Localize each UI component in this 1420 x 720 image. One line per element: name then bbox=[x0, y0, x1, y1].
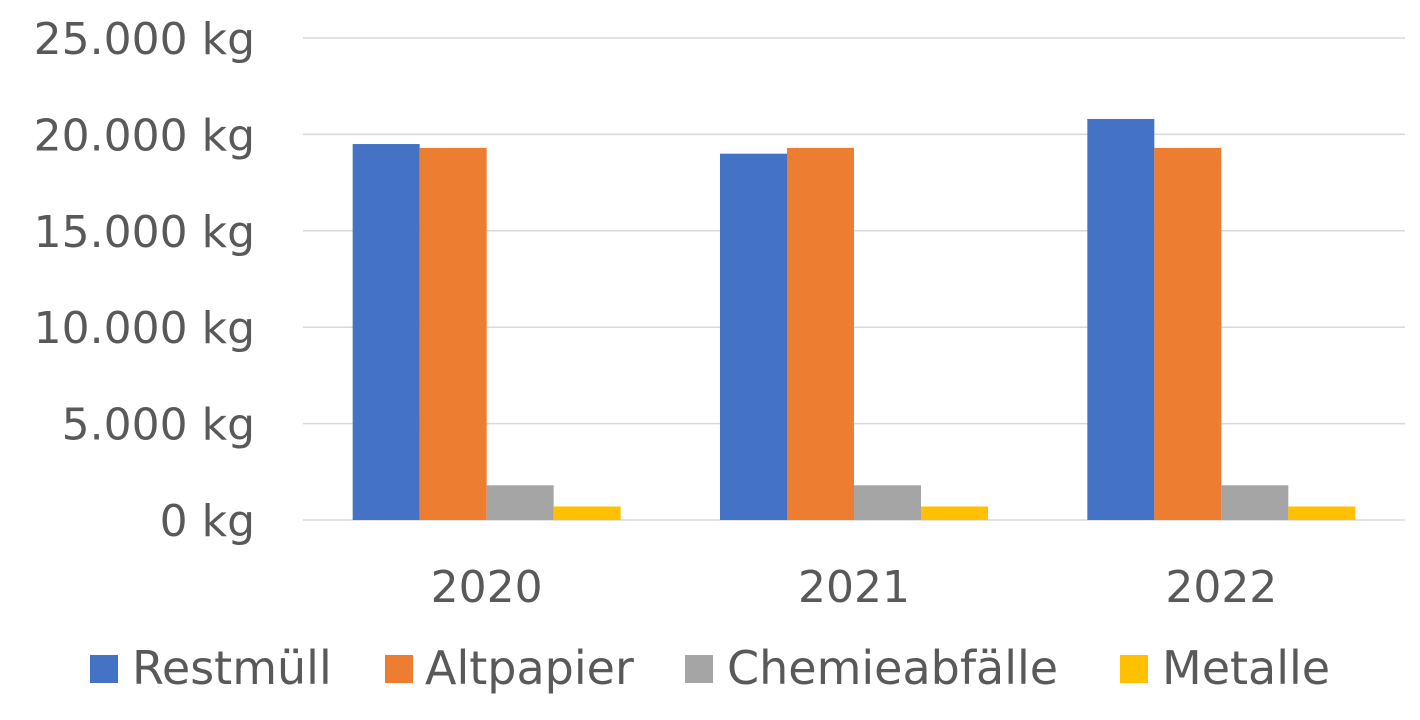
bar bbox=[1087, 118, 1155, 520]
bar bbox=[1221, 485, 1289, 520]
bar bbox=[1154, 147, 1222, 520]
x-axis: 2020 2021 2022 bbox=[431, 562, 1278, 613]
legend-swatch bbox=[385, 655, 413, 683]
bar bbox=[419, 147, 487, 520]
bar bbox=[787, 147, 854, 520]
x-tick-label: 2021 bbox=[798, 562, 910, 613]
y-tick-label: 5.000 kg bbox=[62, 400, 255, 451]
x-tick-label: 2022 bbox=[1165, 562, 1277, 613]
legend-swatch bbox=[90, 655, 118, 683]
legend-swatch bbox=[1120, 655, 1148, 683]
y-tick-label: 25.000 kg bbox=[34, 14, 255, 65]
y-axis: 0 kg 5.000 kg 10.000 kg 15.000 kg 20.000 kg 2… bbox=[34, 14, 255, 547]
x-tick-label: 2020 bbox=[431, 562, 543, 613]
y-tick-label: 0 kg bbox=[160, 496, 255, 547]
bars bbox=[352, 118, 1356, 521]
bar bbox=[921, 506, 988, 520]
bar bbox=[553, 506, 621, 520]
y-tick-label: 10.000 kg bbox=[34, 303, 255, 354]
legend-label: Altpapier bbox=[425, 641, 634, 695]
y-tick-label: 20.000 kg bbox=[34, 110, 255, 161]
legend-label: Metalle bbox=[1162, 641, 1330, 695]
bar bbox=[486, 485, 554, 520]
legend-swatch bbox=[685, 655, 713, 683]
y-tick-label: 15.000 kg bbox=[34, 207, 255, 258]
legend-label: Restmüll bbox=[132, 641, 332, 695]
bar bbox=[1288, 506, 1356, 520]
bar bbox=[720, 153, 787, 520]
bar bbox=[854, 485, 921, 520]
legend: Restmüll Altpapier Chemieabfälle Metalle bbox=[90, 641, 1330, 695]
legend-label: Chemieabfälle bbox=[727, 641, 1058, 695]
bar bbox=[352, 144, 420, 521]
